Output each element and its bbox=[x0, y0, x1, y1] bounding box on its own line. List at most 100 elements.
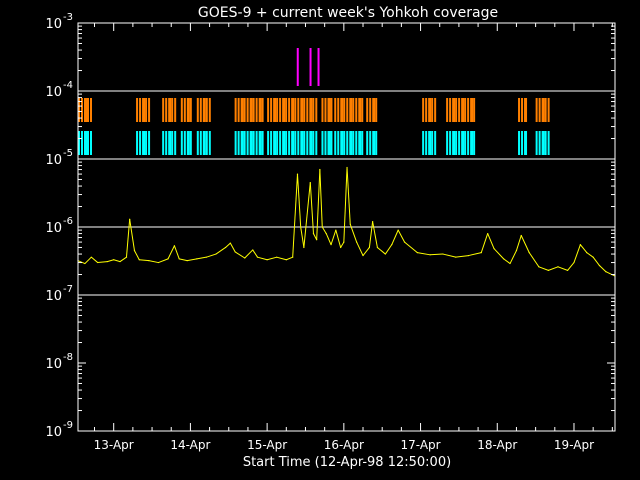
coverage-bar-mid bbox=[473, 98, 476, 122]
flux-point bbox=[178, 258, 180, 260]
coverage-bar-low bbox=[139, 131, 142, 155]
x-tick-label: 19-Apr bbox=[554, 438, 594, 452]
coverage-bar-low bbox=[428, 131, 432, 155]
coverage-bar-mid bbox=[276, 98, 279, 122]
y-tick-exponent: -4 bbox=[63, 80, 73, 91]
coverage-bar-mid bbox=[372, 98, 376, 122]
flux-segment bbox=[335, 229, 342, 248]
flux-point bbox=[312, 232, 315, 235]
flux-segment bbox=[592, 256, 600, 266]
coverage-bar-low bbox=[252, 131, 255, 155]
coverage-bar-mid bbox=[273, 98, 277, 122]
coverage-bar-low bbox=[186, 131, 190, 155]
flux-segment bbox=[573, 244, 581, 263]
coverage-bar-low bbox=[174, 131, 177, 155]
flux-segment bbox=[349, 224, 358, 243]
coverage-bar-mid bbox=[84, 98, 87, 122]
flux-point bbox=[229, 242, 231, 244]
coverage-bar-mid bbox=[261, 98, 264, 122]
flux-segment bbox=[579, 244, 588, 253]
coverage-bar-mid bbox=[340, 98, 344, 122]
coverage-bar-low bbox=[205, 131, 208, 155]
coverage-bar-low bbox=[343, 131, 346, 155]
flux-segment bbox=[206, 253, 217, 258]
flux-segment bbox=[455, 255, 469, 258]
flux-segment bbox=[179, 258, 188, 262]
coverage-bar-low bbox=[315, 131, 318, 155]
coverage-bar-mid bbox=[249, 98, 253, 122]
coverage-bar-mid bbox=[422, 98, 425, 122]
coverage-bar-low bbox=[202, 131, 206, 155]
flux-point bbox=[586, 252, 588, 254]
flux-segment bbox=[321, 226, 327, 234]
flux-segment bbox=[384, 244, 393, 255]
y-tick-exponent: -7 bbox=[63, 284, 73, 295]
flux-segment bbox=[442, 253, 456, 258]
flux-segment bbox=[487, 233, 495, 249]
coverage-bar-low bbox=[234, 131, 237, 155]
coverage-bar-low bbox=[346, 131, 349, 155]
flux-point bbox=[252, 249, 254, 251]
flux-point bbox=[547, 269, 550, 272]
coverage-bar-low bbox=[189, 131, 192, 155]
coverage-bar-low bbox=[431, 131, 434, 155]
flux-point bbox=[349, 223, 351, 225]
coverage-bar-mid bbox=[461, 98, 465, 122]
flux-segment bbox=[229, 242, 236, 253]
flux-point bbox=[148, 260, 150, 262]
coverage-bar-low bbox=[258, 131, 262, 155]
flux-segment bbox=[187, 258, 197, 262]
coverage-bar-mid bbox=[87, 98, 89, 122]
coverage-bar-low bbox=[422, 131, 425, 155]
coverage-bar-mid bbox=[255, 98, 258, 122]
flux-segment bbox=[225, 242, 231, 248]
x-tick-label: 16-Apr bbox=[324, 438, 364, 452]
flux-point bbox=[557, 266, 559, 268]
flux-segment bbox=[292, 174, 298, 258]
coverage-bar-mid bbox=[174, 98, 177, 122]
coverage-bar-mid bbox=[297, 98, 300, 122]
coverage-bar-low bbox=[243, 131, 246, 155]
flux-segment bbox=[340, 241, 345, 248]
flux-segment bbox=[158, 258, 169, 264]
flux-segment bbox=[520, 235, 530, 253]
coverage-bar-low bbox=[168, 131, 172, 155]
coverage-bar-mid bbox=[369, 98, 372, 122]
coverage-bar-mid bbox=[321, 98, 324, 122]
flux-segment bbox=[391, 229, 399, 245]
coverage-bar-mid bbox=[315, 98, 318, 122]
coverage-bar-mid bbox=[366, 98, 369, 122]
coverage-bar-mid bbox=[78, 98, 80, 122]
coverage-bar-mid bbox=[464, 98, 467, 122]
coverage-bar-low bbox=[449, 131, 452, 155]
flux-point bbox=[224, 246, 227, 249]
coverage-bar-low bbox=[165, 131, 168, 155]
coverage-bar-low bbox=[321, 131, 324, 155]
flux-point bbox=[325, 232, 327, 235]
coverage-bar-mid bbox=[544, 98, 547, 122]
flux-point bbox=[138, 259, 140, 261]
flux-segment bbox=[139, 259, 149, 262]
coverage-bar-low bbox=[452, 131, 456, 155]
x-tick-label: 15-Apr bbox=[247, 438, 287, 452]
flux-point bbox=[335, 229, 337, 231]
coverage-bar-mid bbox=[337, 98, 340, 122]
coverage-bar-mid bbox=[541, 98, 545, 122]
y-tick-exponent: -6 bbox=[63, 216, 73, 227]
chart-title: GOES-9 + current week's Yohkoh coverage bbox=[198, 5, 498, 21]
coverage-bar-mid bbox=[300, 98, 304, 122]
flux-segment bbox=[586, 252, 594, 258]
flux-segment bbox=[325, 233, 332, 245]
flux-point bbox=[538, 266, 540, 268]
y-tick-label: 10 bbox=[45, 153, 62, 168]
flux-point bbox=[173, 245, 176, 247]
coverage-bar-low bbox=[455, 131, 458, 155]
flux-point bbox=[186, 260, 188, 262]
coverage-bar-low bbox=[78, 131, 80, 155]
x-tick-label: 14-Apr bbox=[170, 438, 210, 452]
flux-point bbox=[321, 226, 323, 228]
coverage-bar-mid bbox=[352, 98, 355, 122]
coverage-bar-mid bbox=[196, 98, 199, 122]
flux-point bbox=[528, 252, 530, 254]
coverage-bar-low bbox=[518, 131, 521, 155]
